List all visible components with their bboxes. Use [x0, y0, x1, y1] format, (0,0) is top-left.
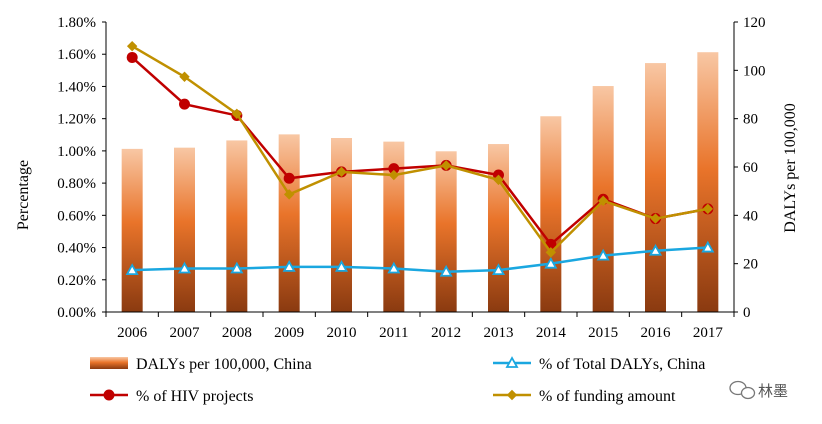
legend-marker-diamond-icon — [506, 389, 518, 401]
left-tick-label: 0.40% — [57, 241, 96, 257]
legend-marker-circle — [103, 389, 115, 401]
right-tick-label: 60 — [743, 160, 758, 176]
x-tick-label: 2014 — [536, 325, 567, 341]
bar-2006 — [121, 148, 143, 312]
bar-2009 — [278, 134, 300, 312]
line-series-group — [125, 40, 715, 277]
point-3-2017 — [702, 203, 714, 215]
bar-2017 — [697, 52, 719, 312]
point-2-2007 — [179, 98, 190, 110]
point-1-2013 — [491, 263, 506, 276]
point-3-2007 — [179, 71, 190, 82]
x-axis-ticks: 2006 2007 2008 2009 2010 2011 2012 2013 2014 2015… — [105, 312, 735, 341]
point-3-2013 — [493, 174, 504, 186]
point-1-2014 — [544, 256, 558, 269]
legend-item-total-dalys[interactable]: % of Total DALYs, China — [493, 356, 705, 373]
right-tick-label: 0 — [743, 305, 751, 321]
legend-label-total-dalys: % of Total DALYs, China — [539, 356, 705, 373]
point-3-2015 — [597, 195, 609, 207]
point-1-2015 — [596, 248, 610, 261]
left-tick-label: 0.20% — [57, 273, 96, 289]
series-line-3 — [131, 45, 709, 255]
legend: DALYs per 100,000, China % of Total DALY… — [90, 356, 705, 405]
legend-swatch-bar — [90, 357, 128, 369]
legend-label-dalys: DALYs per 100,000, China — [136, 356, 312, 373]
point-1-2010 — [334, 260, 349, 272]
x-tick-label: 2012 — [431, 325, 461, 341]
line-series-3 — [126, 40, 714, 258]
point-1-2011 — [387, 261, 401, 274]
x-tick-label: 2011 — [379, 325, 408, 341]
left-tick-label: 1.60% — [57, 47, 96, 63]
legend-marker-triangle — [505, 356, 519, 368]
legend-marker-circle-icon — [103, 389, 115, 401]
left-axis-title: Percentage — [15, 160, 32, 230]
point-3-2011 — [388, 169, 400, 181]
point-3-2014 — [545, 247, 557, 258]
line-series-1 — [125, 240, 715, 277]
right-tick-label: 120 — [743, 15, 766, 31]
point-2-2009 — [283, 172, 295, 184]
left-tick-label: 1.80% — [57, 15, 96, 31]
left-tick-label: 0.00% — [57, 305, 96, 321]
point-1-2017 — [701, 240, 715, 253]
bar-2012 — [435, 151, 457, 312]
series-line-1 — [132, 246, 708, 273]
left-tick-label: 1.00% — [57, 144, 96, 160]
watermark-text: 林墨 — [758, 382, 788, 400]
left-tick-label: 0.60% — [57, 208, 96, 224]
x-tick-label: 2016 — [641, 325, 672, 341]
x-tick-label: 2009 — [274, 325, 304, 341]
legend-item-hiv-projects[interactable]: % of HIV projects — [90, 388, 253, 405]
point-1-2007 — [177, 261, 192, 274]
bar-2016 — [645, 63, 666, 313]
point-3-2016 — [650, 213, 661, 224]
point-3-2010 — [336, 166, 347, 178]
point-3-2012 — [440, 160, 452, 171]
left-tick-label: 1.40% — [57, 79, 96, 95]
point-1-2008 — [230, 261, 244, 274]
line-series-2 — [126, 51, 714, 250]
bar-2013 — [488, 144, 509, 312]
bar-2010 — [331, 138, 352, 312]
x-tick-label: 2013 — [484, 325, 514, 341]
point-1-2012 — [439, 264, 453, 277]
right-tick-label: 80 — [743, 112, 758, 128]
right-axis-title: DALYs per 100,000 — [782, 103, 799, 233]
watermark: 林墨 — [729, 380, 788, 400]
left-tick-label: 1.20% — [57, 112, 96, 128]
legend-item-dalys[interactable]: DALYs per 100,000, China — [90, 356, 312, 373]
x-tick-label: 2007 — [170, 325, 201, 341]
chat-bubble-icon — [729, 380, 756, 400]
point-3-2009 — [283, 189, 295, 200]
x-tick-label: 2006 — [117, 325, 148, 341]
right-tick-label: 40 — [743, 208, 758, 224]
bar-2014 — [540, 116, 562, 312]
point-3-2006 — [126, 40, 138, 52]
right-tick-label: 100 — [743, 63, 766, 79]
bar-series — [121, 52, 719, 313]
x-tick-label: 2017 — [693, 325, 724, 341]
point-3-2008 — [231, 108, 243, 120]
right-tick-label: 20 — [743, 257, 758, 273]
legend-label-hiv-projects: % of HIV projects — [136, 388, 253, 405]
point-1-2006 — [125, 263, 139, 276]
x-tick-label: 2008 — [222, 325, 252, 341]
bar-2008 — [226, 140, 248, 312]
legend-item-funding[interactable]: % of funding amount — [493, 388, 676, 405]
bar-2007 — [174, 147, 195, 312]
legend-label-funding: % of funding amount — [539, 388, 676, 405]
series-line-2 — [131, 56, 709, 247]
left-tick-label: 0.80% — [57, 176, 96, 192]
x-tick-label: 2015 — [588, 325, 618, 341]
point-1-2009 — [282, 260, 296, 272]
point-2-2006 — [126, 51, 138, 63]
x-tick-label: 2010 — [327, 325, 357, 341]
legend-marker-triangle-icon — [505, 356, 519, 368]
left-axis-ticks: 0.00% 0.20% 0.40% 0.60% 0.80% 1.00% 1.20% 1.40%… — [57, 15, 106, 321]
right-axis-ticks: 0 20 40 60 80 100 120 — [734, 15, 766, 321]
point-1-2016 — [648, 243, 663, 256]
legend-marker-diamond — [506, 389, 518, 401]
